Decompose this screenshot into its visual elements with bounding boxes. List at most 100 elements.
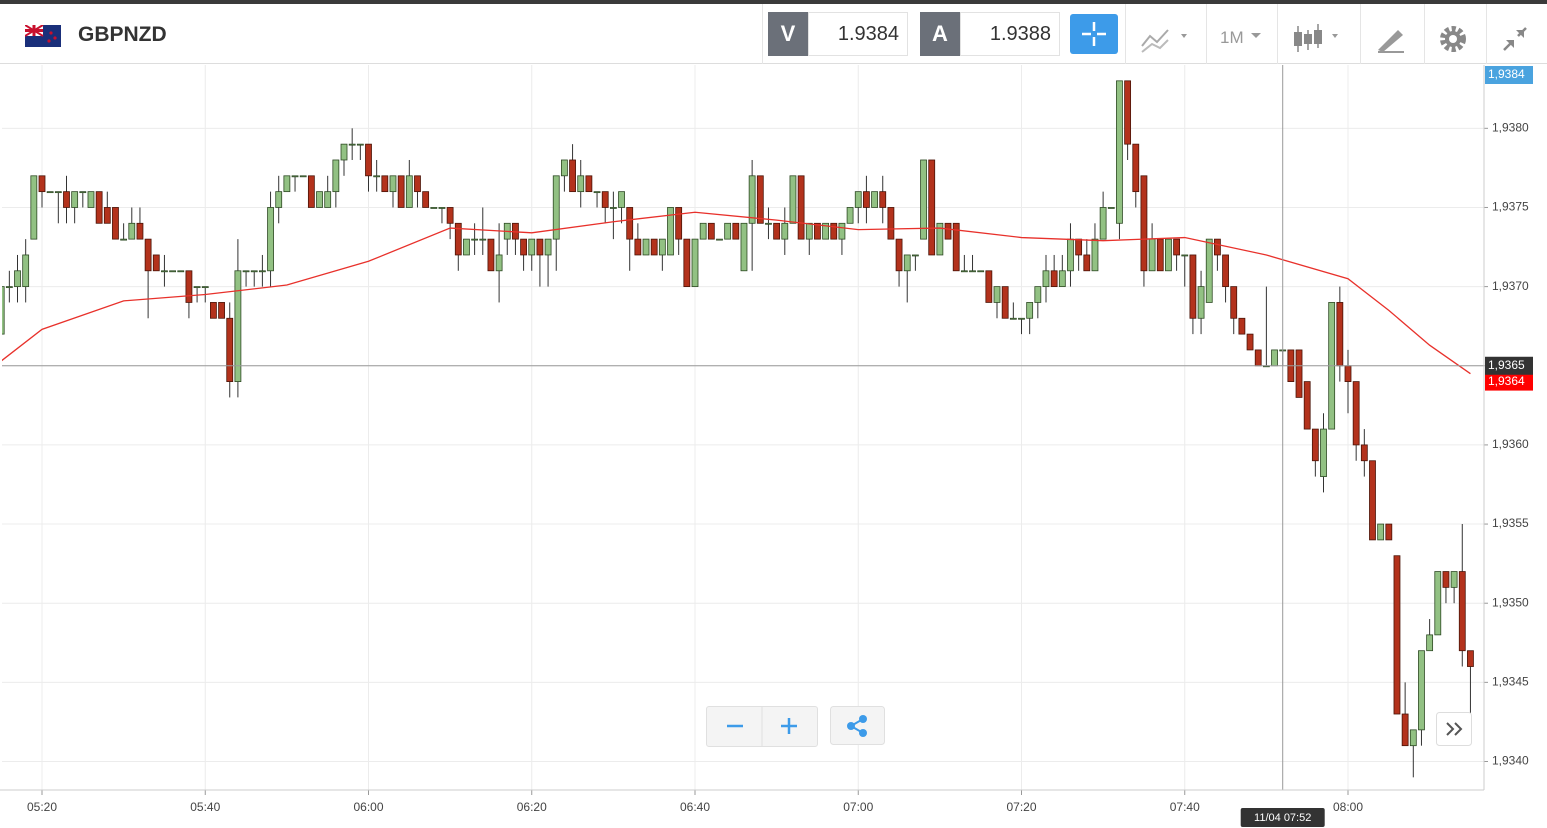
y-tick-label: 1,9360 bbox=[1492, 437, 1529, 451]
candle-body bbox=[814, 222, 821, 240]
scroll-right-button[interactable] bbox=[1436, 712, 1472, 746]
candle-body bbox=[1075, 238, 1083, 256]
plot-background bbox=[2, 65, 1484, 790]
ask-label[interactable]: A bbox=[920, 12, 960, 56]
candle-body bbox=[1303, 381, 1311, 430]
candle-body bbox=[552, 175, 560, 240]
candle-body bbox=[585, 175, 593, 193]
price-marker bbox=[1485, 372, 1533, 391]
candle-body bbox=[169, 270, 177, 273]
candle-body bbox=[1189, 254, 1197, 319]
candle-body bbox=[1295, 349, 1303, 398]
candle-body bbox=[1336, 302, 1344, 367]
candle-body bbox=[14, 270, 21, 288]
y-tick-label: 1,9375 bbox=[1492, 200, 1529, 214]
settings-button[interactable] bbox=[1438, 24, 1468, 54]
toolbar: GBPNZD V 1.9384 A 1.9388 1M bbox=[0, 0, 1547, 64]
candle-body bbox=[1238, 317, 1246, 335]
zoom-icons[interactable] bbox=[707, 707, 817, 746]
candle-body bbox=[161, 270, 168, 273]
candle-body bbox=[1214, 238, 1221, 256]
candle-body bbox=[332, 159, 340, 193]
candle-body bbox=[291, 175, 299, 178]
candle-body bbox=[226, 317, 234, 382]
candle-body bbox=[1222, 254, 1229, 288]
candle-body bbox=[536, 238, 544, 256]
candle-body bbox=[724, 222, 732, 240]
candle-body bbox=[185, 270, 193, 303]
candle-body bbox=[438, 207, 446, 209]
candle-body bbox=[1181, 254, 1189, 257]
symbol: GBPNZD bbox=[78, 23, 167, 46]
candle-body bbox=[250, 270, 258, 273]
candle-body bbox=[1058, 270, 1066, 288]
candle-body bbox=[765, 222, 772, 225]
candle-body bbox=[887, 207, 895, 240]
timeframe-caret bbox=[1251, 33, 1261, 38]
candle-body bbox=[1132, 143, 1140, 193]
candle-body bbox=[683, 238, 691, 288]
candle-body bbox=[1230, 286, 1238, 319]
candle-body bbox=[1197, 286, 1205, 319]
collapse-button[interactable] bbox=[1500, 24, 1530, 54]
candle-body bbox=[609, 207, 617, 209]
candle-body bbox=[340, 143, 348, 161]
candle-body bbox=[430, 207, 438, 209]
x-tick-label: 07:40 bbox=[1170, 800, 1200, 814]
candle-body bbox=[1352, 381, 1360, 446]
candle-body bbox=[1156, 238, 1164, 272]
candle-body bbox=[495, 254, 503, 272]
candle-body bbox=[1026, 302, 1034, 319]
candle-body bbox=[871, 191, 878, 208]
x-tick-label: 07:20 bbox=[1006, 800, 1036, 814]
candle-body bbox=[740, 222, 748, 272]
candle-body bbox=[1173, 238, 1180, 256]
y-tick-label: 1,9370 bbox=[1492, 279, 1529, 293]
candle-body bbox=[2, 286, 5, 335]
candle-body bbox=[854, 191, 862, 208]
candle-body bbox=[414, 175, 421, 193]
candle-body bbox=[1091, 238, 1099, 272]
bid-price[interactable]: 1.9384 bbox=[808, 12, 908, 56]
timeframe-button[interactable]: 1M bbox=[1220, 28, 1244, 47]
candle-body bbox=[95, 191, 103, 224]
zoom-controls bbox=[706, 706, 818, 747]
candle-body bbox=[1377, 523, 1385, 541]
candle-body bbox=[936, 222, 944, 256]
candle-type-button[interactable] bbox=[1292, 22, 1348, 56]
candle-body bbox=[152, 254, 160, 272]
candle-body bbox=[275, 191, 283, 208]
candle-body bbox=[422, 191, 430, 208]
candle-body bbox=[944, 222, 952, 240]
candle-body bbox=[381, 175, 389, 193]
candle-body bbox=[879, 191, 887, 208]
candle-body bbox=[397, 175, 405, 208]
candle-body bbox=[373, 175, 381, 178]
y-tick-label: 1,9350 bbox=[1492, 595, 1529, 609]
x-tick-label: 06:20 bbox=[517, 800, 547, 814]
candle-body bbox=[601, 191, 609, 208]
crosshair-button[interactable] bbox=[1070, 14, 1118, 54]
candle-body bbox=[822, 222, 829, 240]
candle-body bbox=[1067, 238, 1074, 272]
candle-body bbox=[30, 175, 38, 240]
candle-body bbox=[1083, 254, 1091, 272]
draw-button[interactable] bbox=[1376, 24, 1406, 54]
candle-body bbox=[128, 222, 136, 240]
chart-type-button[interactable] bbox=[1140, 24, 1196, 54]
candle-body bbox=[1018, 317, 1025, 320]
candle-body bbox=[103, 207, 111, 224]
candle-body bbox=[1148, 238, 1156, 272]
candle-body bbox=[863, 191, 870, 208]
share-button[interactable] bbox=[830, 706, 885, 746]
candle-body bbox=[479, 238, 487, 241]
candle-body bbox=[707, 222, 715, 240]
candle-body bbox=[544, 238, 552, 256]
candle-body bbox=[446, 207, 454, 224]
candle-body bbox=[112, 207, 119, 240]
candle-body bbox=[977, 270, 985, 273]
ask-price[interactable]: 1.9388 bbox=[960, 12, 1060, 56]
candle-body bbox=[1009, 317, 1017, 320]
bid-label[interactable]: V bbox=[768, 12, 808, 56]
